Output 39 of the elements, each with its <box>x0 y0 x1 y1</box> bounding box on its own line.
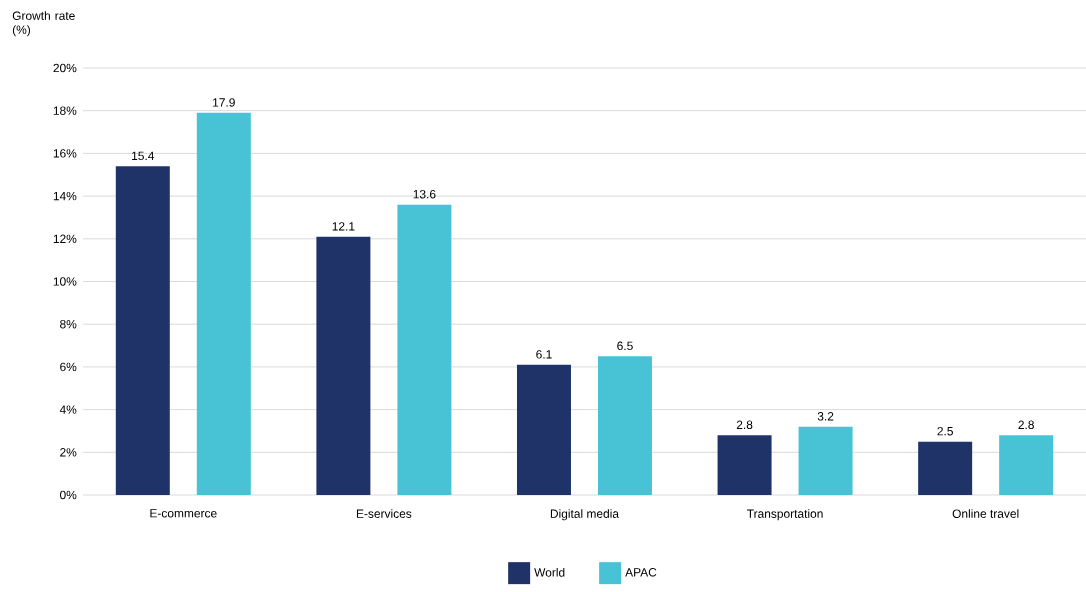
y-tick-label: 14% <box>53 191 77 201</box>
bar <box>999 435 1054 495</box>
bar <box>798 426 853 495</box>
y-tick-label: 10% <box>53 277 77 286</box>
bar <box>597 356 652 495</box>
y-tick-label: 0% <box>60 490 77 500</box>
x-tick-label: E-commerce <box>150 509 217 518</box>
data-label: 2.8 <box>736 420 753 430</box>
x-tick-label: Transportation <box>747 509 823 521</box>
legend-label: APAC <box>625 568 657 577</box>
data-label: 17.9 <box>213 98 235 107</box>
y-tick-label: 18% <box>53 106 77 115</box>
bar <box>918 441 973 495</box>
y-tick-label: 8% <box>60 319 77 329</box>
y-tick-label: 20% <box>53 63 77 73</box>
y-tick-label: 2% <box>60 448 77 457</box>
x-tick-label: Digital media <box>550 509 619 521</box>
data-label: 3.2 <box>817 412 834 421</box>
legend-label: World <box>534 567 565 577</box>
y-axis-title: Growth rate (%) <box>12 11 75 37</box>
data-label: 12.1 <box>332 222 355 231</box>
bar <box>397 204 452 495</box>
data-label: 6.5 <box>617 341 633 351</box>
y-tick-label: 16% <box>53 149 77 158</box>
data-label: 2.8 <box>1018 420 1034 430</box>
bar <box>196 112 251 495</box>
bar <box>316 236 371 495</box>
bar <box>115 166 170 495</box>
data-label: 2.5 <box>937 426 953 436</box>
data-label: 6.1 <box>536 350 552 359</box>
y-tick-label: 4% <box>59 405 77 414</box>
x-tick-label: Online travel <box>952 509 1019 518</box>
bar <box>516 364 571 495</box>
data-label: 15.4 <box>132 151 155 161</box>
y-tick-label: 12% <box>53 234 77 243</box>
x-tick-label: E-services <box>356 509 412 518</box>
data-label: 13.6 <box>413 190 436 199</box>
bar <box>717 435 772 495</box>
y-tick-label: 6% <box>60 362 77 372</box>
